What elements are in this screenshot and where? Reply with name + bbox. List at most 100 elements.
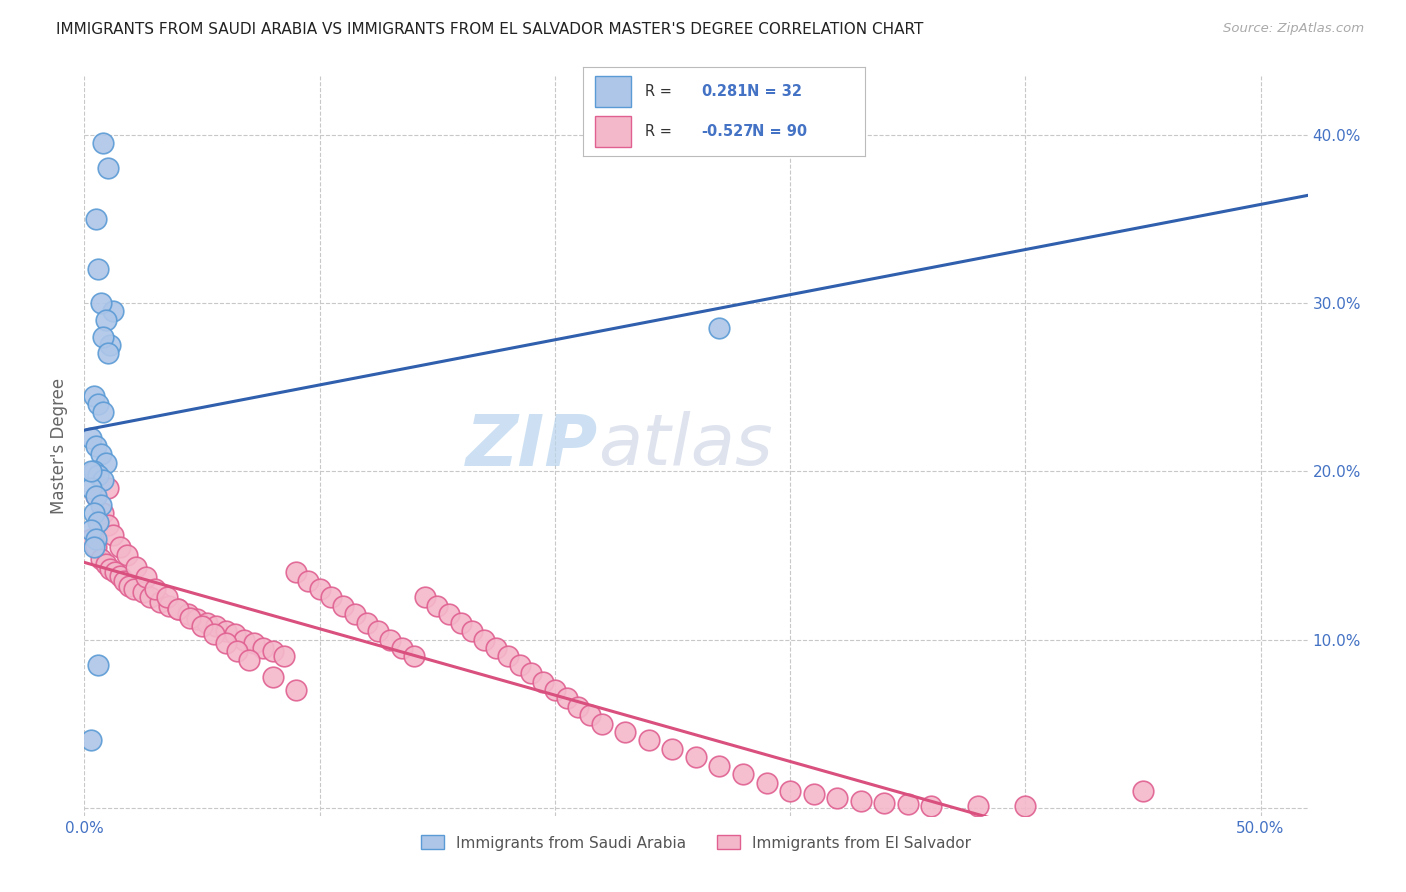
Point (90, 447, 112, 461)
Point (321, 591, 343, 605)
Point (108, 540, 131, 554)
Text: N = 32: N = 32 (747, 85, 801, 99)
Y-axis label: Master's Degree: Master's Degree (51, 378, 69, 514)
Point (94, 313, 117, 327)
Point (97, 346, 120, 360)
Point (262, 669, 284, 683)
Point (731, 767, 754, 781)
Point (897, 797, 920, 812)
Point (214, 636, 236, 650)
Point (108, 568, 131, 582)
Text: R =: R = (645, 124, 672, 138)
Point (87, 515, 110, 529)
Text: Source: ZipAtlas.com: Source: ZipAtlas.com (1223, 22, 1364, 36)
Point (91, 405, 114, 419)
Point (80, 431, 103, 445)
Point (1014, 799, 1036, 814)
Point (191, 619, 214, 633)
Legend: Immigrants from Saudi Arabia, Immigrants from El Salvador: Immigrants from Saudi Arabia, Immigrants… (415, 830, 977, 856)
Point (125, 560, 148, 574)
Point (80, 733, 103, 747)
Text: -0.527: -0.527 (702, 124, 754, 138)
Point (122, 582, 145, 596)
Point (233, 632, 256, 647)
Point (252, 640, 274, 655)
Point (87, 397, 110, 411)
Point (755, 775, 778, 789)
Point (520, 666, 543, 681)
Point (90, 498, 112, 512)
Point (367, 624, 389, 639)
Point (98, 338, 121, 352)
Point (84, 211, 107, 226)
Point (661, 742, 683, 756)
Point (80, 481, 103, 495)
Point (80, 464, 103, 478)
Point (920, 799, 942, 814)
Point (685, 750, 707, 764)
Point (238, 653, 260, 667)
Point (84, 439, 107, 453)
Point (157, 599, 180, 613)
Point (139, 591, 162, 605)
Point (825, 790, 848, 805)
Point (614, 725, 637, 739)
Point (143, 582, 166, 596)
Point (285, 565, 308, 579)
Text: IMMIGRANTS FROM SAUDI ARABIA VS IMMIGRANTS FROM EL SALVADOR MASTER'S DEGREE CORR: IMMIGRANTS FROM SAUDI ARABIA VS IMMIGRAN… (56, 22, 924, 37)
Point (112, 574, 135, 588)
Point (94, 456, 117, 470)
Point (104, 565, 127, 579)
Point (873, 796, 896, 810)
Point (179, 610, 201, 624)
Point (97, 481, 120, 495)
Point (97, 518, 120, 533)
Point (402, 649, 425, 664)
FancyBboxPatch shape (595, 76, 631, 107)
Point (638, 733, 661, 747)
Point (214, 624, 236, 639)
Point (83, 464, 105, 478)
Point (849, 794, 872, 808)
Point (450, 615, 472, 630)
Point (135, 570, 157, 584)
Point (567, 699, 589, 714)
Point (437, 607, 460, 622)
Point (132, 585, 155, 599)
Point (273, 649, 295, 664)
Point (967, 799, 990, 814)
Point (167, 602, 190, 616)
Point (205, 619, 228, 633)
Point (83, 506, 105, 520)
Point (83, 388, 105, 402)
Point (90, 551, 112, 566)
Point (84, 540, 107, 554)
Point (83, 540, 105, 554)
Point (94, 557, 117, 571)
Point (779, 784, 801, 798)
Point (1132, 784, 1154, 798)
Text: atlas: atlas (598, 411, 773, 481)
Point (90, 296, 112, 310)
Point (80, 523, 103, 537)
Point (91, 329, 114, 343)
Point (202, 627, 225, 641)
Point (226, 644, 249, 658)
Point (224, 627, 246, 641)
Point (709, 321, 731, 335)
Text: ZIP: ZIP (465, 411, 598, 481)
Point (91, 506, 114, 520)
Point (97, 161, 120, 176)
Point (177, 607, 200, 622)
Point (98, 562, 121, 576)
Point (80, 532, 103, 546)
Point (709, 758, 731, 772)
Point (84, 490, 107, 504)
Point (87, 657, 110, 672)
Point (509, 657, 531, 672)
Point (118, 579, 141, 593)
Point (101, 528, 124, 542)
Point (332, 599, 354, 613)
Point (156, 591, 179, 605)
Text: R =: R = (645, 85, 672, 99)
